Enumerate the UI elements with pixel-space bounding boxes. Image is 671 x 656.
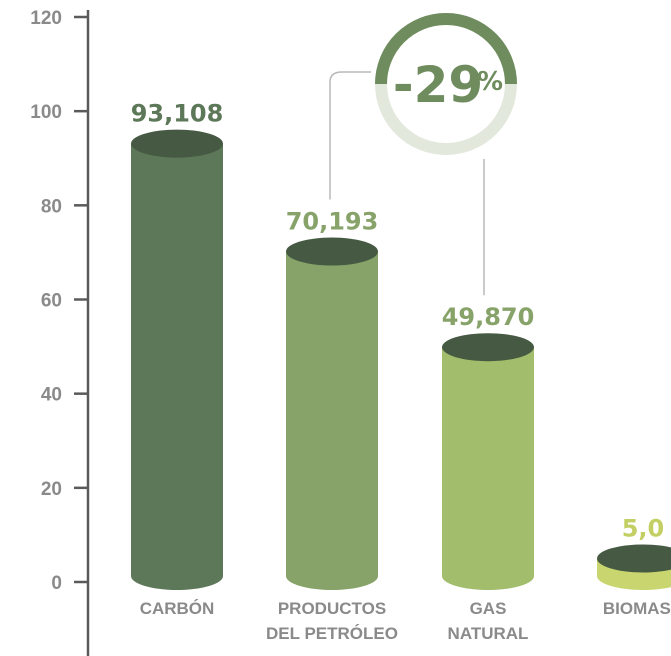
category-label: CARBÓN — [140, 599, 215, 618]
bar-body — [442, 347, 534, 590]
y-tick-label: 20 — [41, 479, 62, 500]
bar — [131, 129, 223, 590]
category-label: GAS — [470, 599, 507, 618]
category-label: DEL PETRÓLEO — [266, 624, 398, 643]
data-label: 93,108 — [131, 100, 224, 128]
data-label: 70,193 — [286, 208, 379, 236]
bar — [442, 333, 534, 590]
change-badge: -29% — [375, 13, 517, 155]
bar-body — [286, 251, 378, 590]
y-tick-label: 40 — [41, 385, 62, 406]
data-label: 5,0 — [622, 514, 665, 542]
bar-body — [131, 143, 223, 590]
labels: 93,108 CARBÓN 70,193 PRODUCTOS DEL PETRÓLEO 4… — [131, 100, 671, 643]
badge-background — [375, 13, 517, 155]
data-label: 49,870 — [442, 303, 535, 331]
y-axis: 0 20 40 60 80 100 120 — [30, 8, 90, 656]
category-label: BIOMASA — [603, 599, 671, 618]
badge-ring — [375, 13, 517, 85]
bar-top — [286, 237, 378, 266]
y-tick-label: 60 — [41, 291, 62, 312]
annotation-connector — [329, 71, 485, 296]
bar-top — [131, 129, 223, 158]
y-tick-label: 80 — [41, 196, 62, 217]
badge-value: -29 — [393, 56, 483, 114]
bar-top — [597, 544, 671, 573]
category-label: NATURAL — [448, 624, 529, 643]
category-label: PRODUCTOS — [278, 599, 386, 618]
badge-percent: % — [477, 67, 503, 97]
y-tick-label: 100 — [30, 102, 62, 123]
y-tick-label: 0 — [51, 573, 62, 594]
bar — [286, 237, 378, 590]
bar-top — [442, 333, 534, 362]
bar — [597, 544, 671, 590]
connector-line — [329, 71, 371, 200]
bars — [131, 129, 671, 590]
y-tick-label: 120 — [30, 8, 62, 29]
